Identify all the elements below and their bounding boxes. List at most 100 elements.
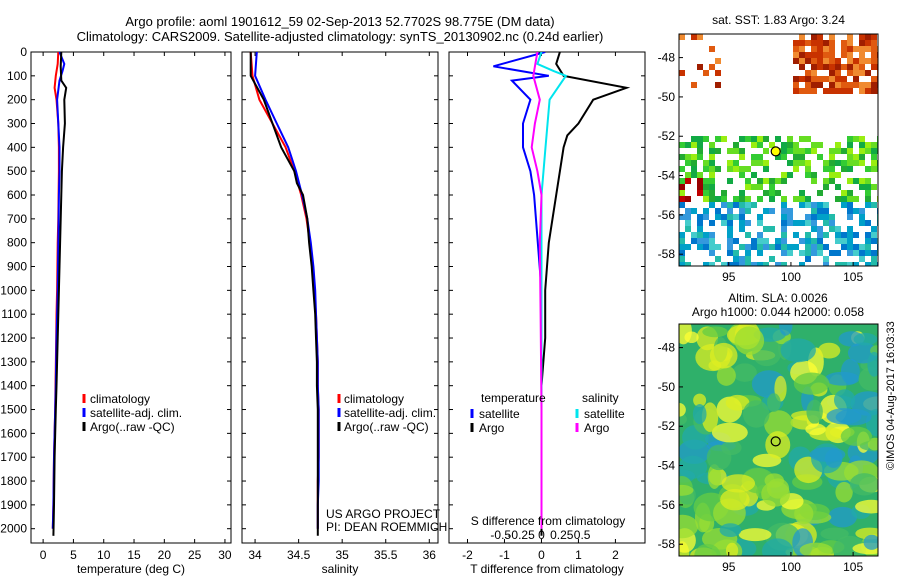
sst-map-cell [703,70,709,76]
sst-map-cell [715,196,721,202]
difference-secondary-tick-label: 0.25 [550,528,574,542]
sst-map-cell [871,256,877,262]
sst-map-cell [763,262,769,266]
sst-map-cell [805,220,811,226]
sst-map-cell [853,154,859,160]
sst-map-cell [823,88,829,94]
sst-map-cell [733,214,739,220]
temperature-ytick-label: 1900 [0,498,27,512]
sst-map-cell [745,166,751,172]
temperature-ytick-label: 100 [7,69,27,83]
sst-map-cell [817,40,823,46]
sst-map-cell [811,64,817,70]
sst-map-cell [721,196,727,202]
sst-map-cell [805,172,811,178]
sla-map-blob [828,506,857,528]
sst-map-cell [727,202,733,208]
temperature-xtick-label: 15 [127,548,141,562]
sst-map-cell [799,76,805,82]
sst-map-cell [829,226,835,232]
sst-map-cell [805,70,811,76]
sst-map-cell [805,256,811,262]
sla-map-title: Altim. SLA: 0.0026 [728,291,828,305]
temperature-ytick-label: 900 [7,260,27,274]
sla-map-blob [702,326,728,338]
sst-map-cell [709,196,715,202]
sst-map-cell [733,262,739,266]
sst-map-cell [691,232,697,238]
sla-map-blob [707,464,721,489]
sla-map-blob [738,528,772,542]
sst-map-cell [727,250,733,256]
sst-map-cell [799,148,805,154]
sst-map-cell [733,202,739,208]
sst-map-cell [757,262,763,266]
sst-map-cell [823,64,829,70]
temperature-xtick-label: 0 [40,548,47,562]
sst-map-cell [787,220,793,226]
sst-map-cell [871,88,877,94]
temperature-ytick-label: 200 [7,93,27,107]
sst-map-cell [805,58,811,64]
sla_map-ytick-label: -58 [658,537,676,551]
difference-legend-label: satellite [479,407,520,421]
sla-map-blob [824,371,860,386]
sst_map-ytick-label: -48 [658,51,676,65]
sst-map-cell [679,166,685,172]
sst-map-cell [817,154,823,160]
sst-map-cell [853,70,859,76]
sst-map-cell [811,46,817,52]
sst-map-cell [757,178,763,184]
sst-map-cell [793,160,799,166]
sst-map-cell [829,166,835,172]
sst-map-cell [871,34,877,40]
sst-map-cell [853,58,859,64]
sst-map-cell [727,244,733,250]
sst-map-cell [829,148,835,154]
sst-map-cell [871,76,877,82]
sst-map-cell [787,250,793,256]
temperature-ytick-label: 800 [7,236,27,250]
sst-map-cell [781,238,787,244]
sst-map-cell [799,250,805,256]
sst_map-xtick-label: 95 [722,270,736,284]
sst-map-cell [841,196,847,202]
sst-map-cell [769,196,775,202]
sst-map-cell [805,88,811,94]
sst-map-cell [859,214,865,220]
sla-map-blob [826,408,862,425]
sst-map-cell [805,166,811,172]
sst-map-cell [841,46,847,52]
sst-map-cell [805,238,811,244]
sst-map-cell [805,40,811,46]
difference-profile-panel: -2 -1 0 1 2T difference from climatology -0.5… [448,51,646,576]
temperature-ytick-label: 400 [7,140,27,154]
sst-map-cell [811,82,817,88]
sst-map-cell [859,208,865,214]
salinity-legend-label: satellite-adj. clim. [344,406,436,420]
sst-map-cell [727,208,733,214]
temperature-legend-label: satellite-adj. clim. [90,406,182,420]
sst-map-cell [847,250,853,256]
sst-map-cell [835,172,841,178]
sst-map-cell [769,184,775,190]
sst-map-cell [811,202,817,208]
sst-map-cell [823,76,829,82]
sla-map-blob [725,394,750,411]
sst-map-cell [817,250,823,256]
sst-map-cell [739,244,745,250]
sst-map-cell [685,196,691,202]
sla-map-blob [855,499,878,514]
sst-map-cell [871,46,877,52]
sst-map-cell [715,58,721,64]
sst-map-cell [799,64,805,70]
sst-map-cell [703,232,709,238]
sst-map-cell [847,166,853,172]
sst-map-cell [715,148,721,154]
sst-map-cell [733,148,739,154]
sst-map-cell [781,202,787,208]
sst-map-cell [871,52,877,58]
sst-map-cell [841,40,847,46]
sst-map-cell [853,244,859,250]
temperature-ytick-label: 700 [7,212,27,226]
